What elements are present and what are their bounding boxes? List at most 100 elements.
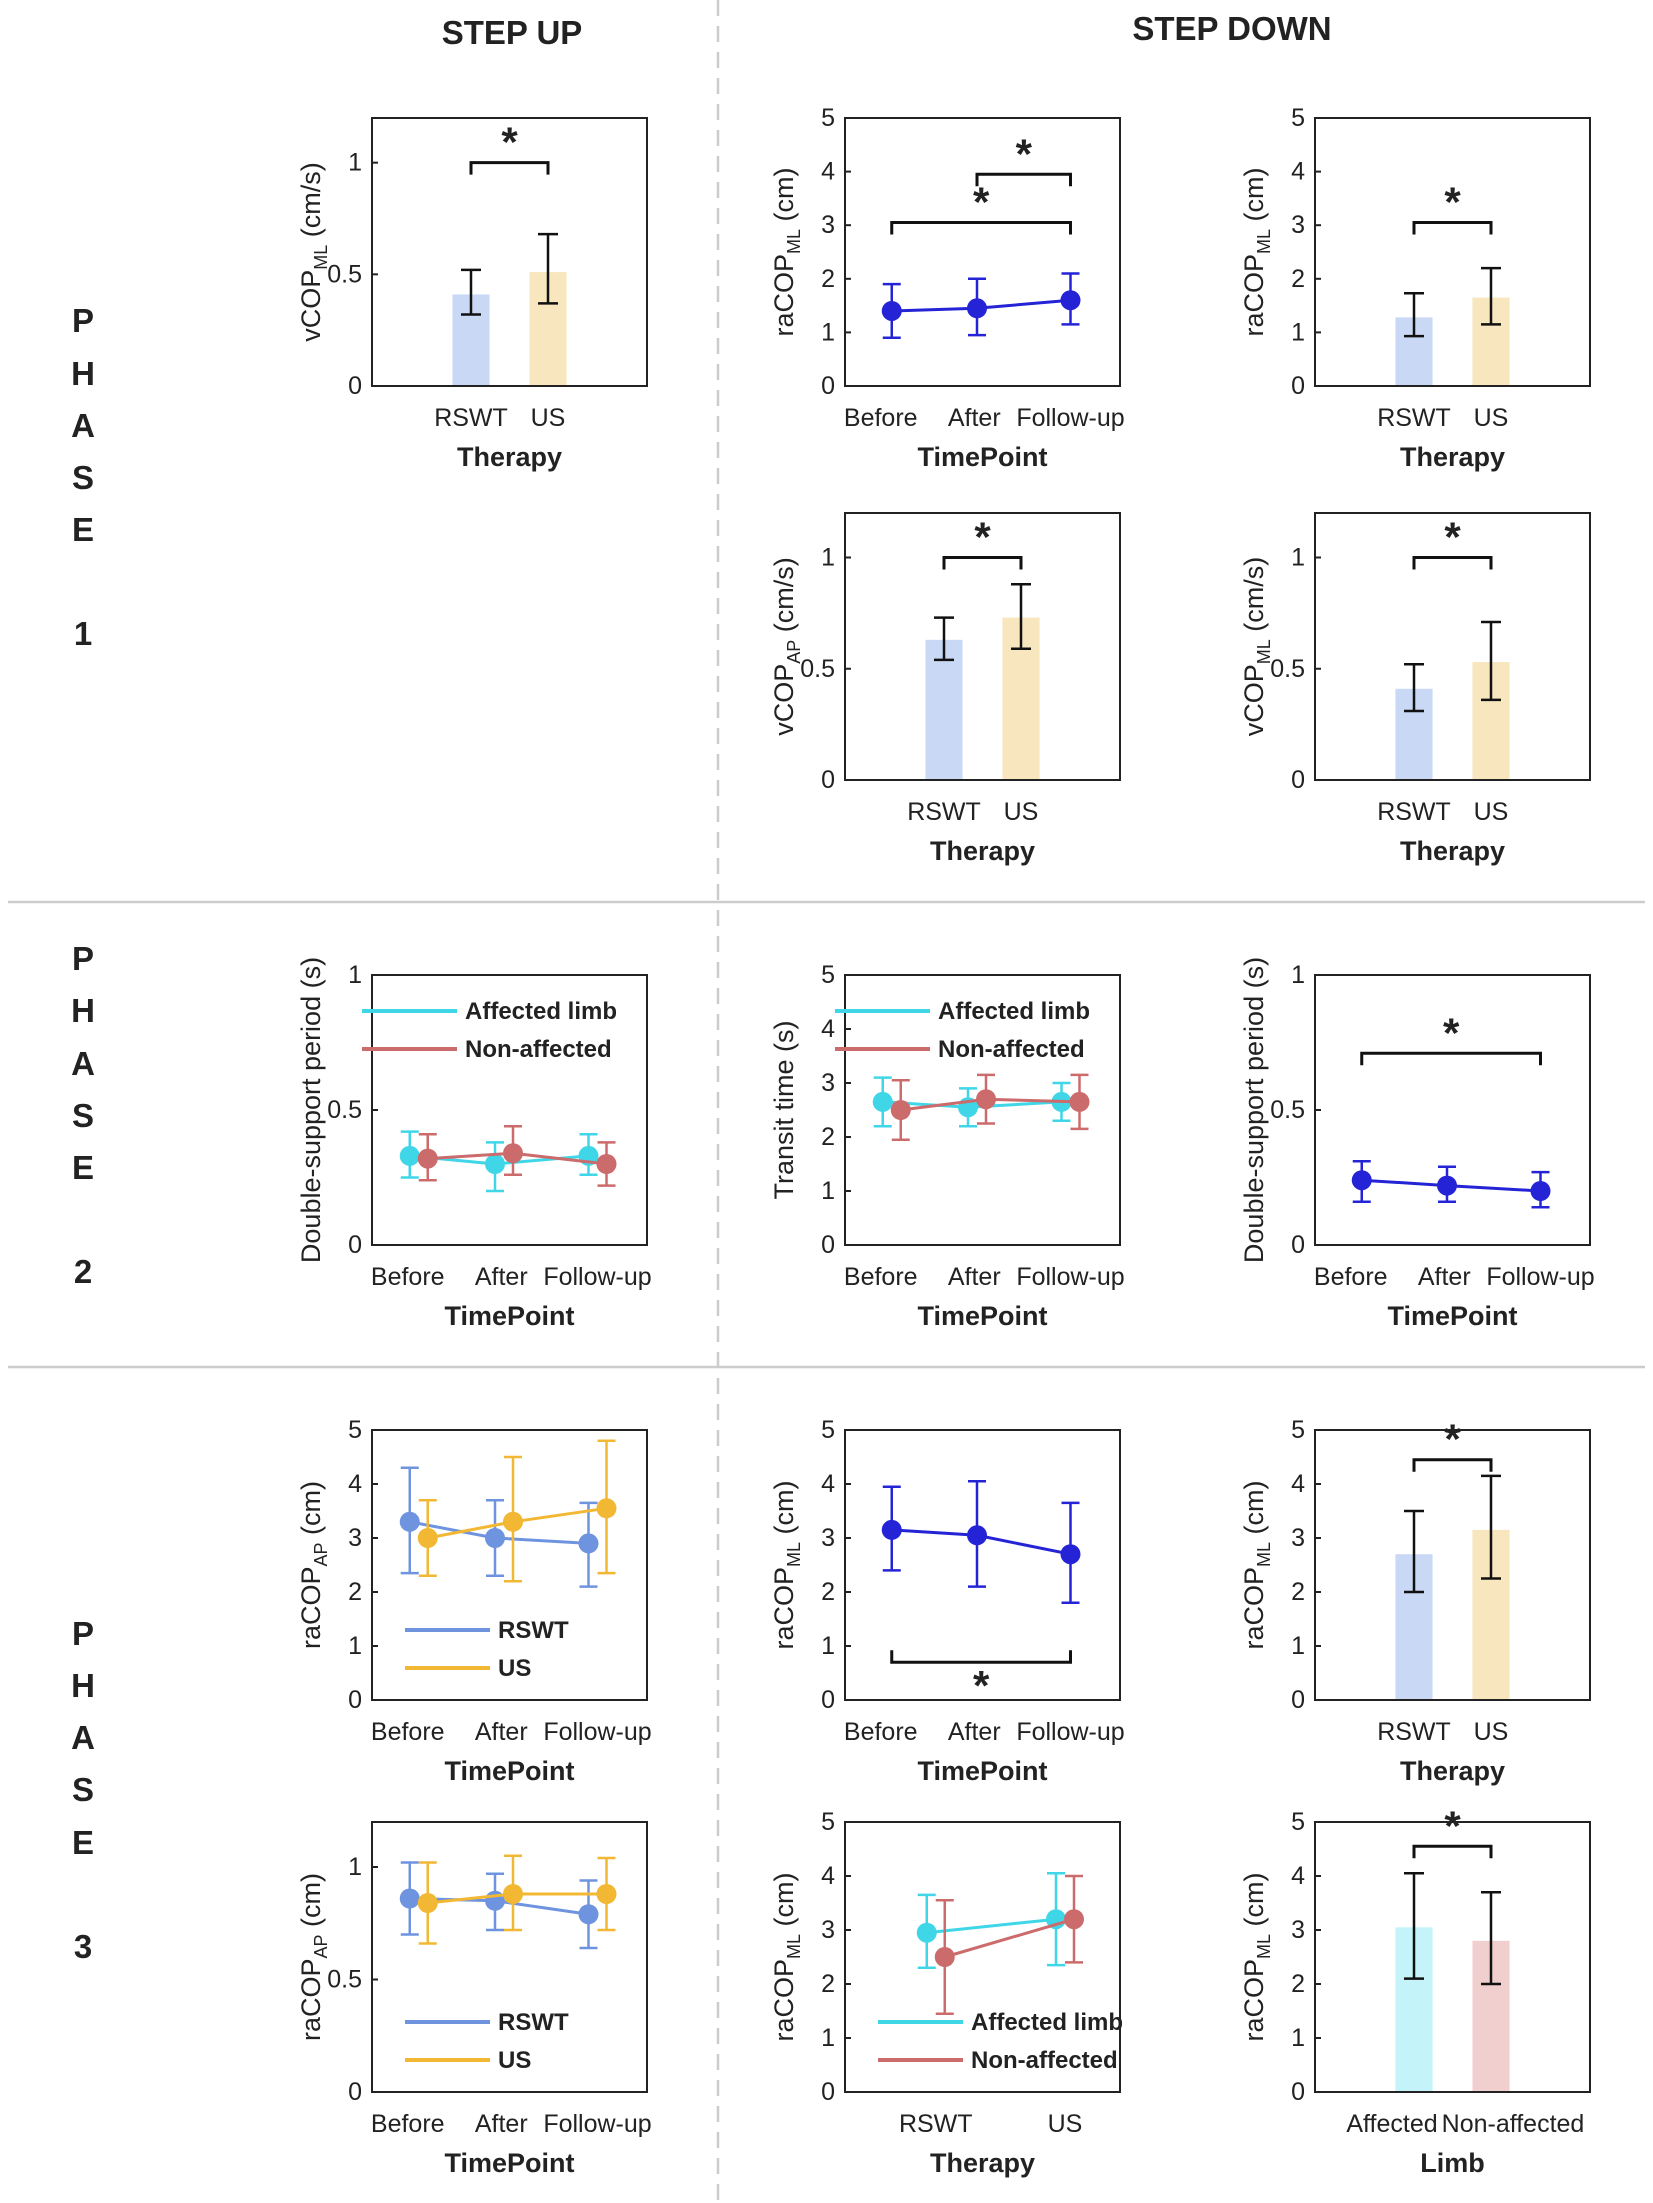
x-tick-label: Follow-up — [1486, 1263, 1594, 1291]
x-tick-label: After — [948, 404, 1001, 432]
x-tick-label: Before — [371, 1263, 445, 1291]
phase-letter: S — [72, 1771, 94, 1808]
x-tick-label: After — [475, 1263, 528, 1291]
y-tick-label: 2 — [821, 1578, 835, 1606]
y-axis-label-unit: (cm) — [1239, 1480, 1269, 1541]
y-tick-label: 0 — [821, 766, 835, 794]
y-axis-label-main: raCOP — [1239, 254, 1269, 337]
y-tick-label: 3 — [1291, 1916, 1305, 1944]
y-axis-label: Double-support period (s) — [296, 957, 326, 1263]
y-axis-label: raCOPAP (cm) — [296, 1873, 331, 2041]
significance-star: * — [1444, 1416, 1461, 1463]
x-tick-label: After — [475, 1718, 528, 1746]
x-axis-label: Therapy — [457, 442, 562, 472]
y-axis-label: vCOPAP (cm/s) — [769, 557, 804, 736]
layout-lines — [8, 0, 1645, 2203]
axis-box — [1314, 117, 1591, 387]
data-point — [1351, 1170, 1372, 1191]
legend: RSWT US — [405, 2009, 569, 2074]
axis-box — [844, 1429, 1121, 1701]
significance-bracket — [890, 221, 1072, 235]
y-tick-label: 0 — [1291, 372, 1305, 400]
chart-panel: 0 0.5 1 RSWT US Therapy vCOPML (cm/s) * — [296, 117, 648, 472]
y-tick-label: 2 — [1291, 265, 1305, 293]
significance-star: * — [501, 119, 518, 166]
series-line — [926, 1917, 1057, 1935]
y-axis-label-unit: (cm/s) — [1239, 557, 1269, 639]
header-step-up: STEP UP — [442, 14, 583, 51]
x-tick-label: RSWT — [1377, 1718, 1451, 1746]
y-tick-label: 1 — [348, 1632, 362, 1660]
x-tick-label: Affected — [1346, 2110, 1437, 2138]
x-tick-label: US — [531, 404, 566, 432]
phase-letter: A — [71, 407, 95, 444]
y-tick-label: 3 — [1291, 1524, 1305, 1552]
y-axis-label: raCOPML (cm) — [1239, 1480, 1274, 1649]
x-tick-label: Follow-up — [543, 1718, 651, 1746]
data-point — [890, 1100, 911, 1120]
phase-letter: A — [71, 1045, 95, 1082]
y-tick-label: 3 — [821, 1069, 835, 1097]
x-tick-label: Follow-up — [543, 1263, 651, 1291]
y-axis-label-unit: (cm) — [1239, 167, 1269, 228]
phase-number: 3 — [74, 1928, 92, 1965]
y-tick-label: 1 — [1291, 544, 1305, 572]
significance-bracket — [1412, 1844, 1493, 1859]
significance-star: * — [1444, 514, 1461, 561]
y-axis-label: vCOPML (cm/s) — [296, 162, 331, 342]
y-tick-label: 2 — [1291, 1578, 1305, 1606]
significance-star: * — [973, 179, 990, 226]
chart-panel: 0 0.5 1 Before After Follow-up TimePoint Double… — [296, 957, 652, 1331]
x-tick-label: RSWT — [907, 798, 981, 826]
phase-letter: P — [72, 1615, 94, 1652]
significance-bracket — [1412, 556, 1493, 570]
y-tick-label: 5 — [1291, 1808, 1305, 1836]
y-axis-label-main: vCOP — [769, 664, 799, 736]
data-point — [916, 1922, 937, 1943]
legend-label: Non-affected — [938, 1036, 1085, 1063]
chart-panel: 0 1 2 3 4 5 Before After Follow-up TimePoint raCOP… — [769, 104, 1125, 472]
y-tick-label: 1 — [1291, 961, 1305, 989]
y-axis-label-unit: (cm) — [1239, 1872, 1269, 1933]
y-tick-label: 4 — [821, 1470, 835, 1498]
data-point — [881, 1519, 902, 1540]
x-tick-label: RSWT — [899, 2110, 973, 2138]
phase-letter: E — [72, 1824, 94, 1861]
x-axis-label: TimePoint — [917, 1756, 1047, 1786]
chart-panel: 0 1 2 3 4 5 RSWT US Therapy raCOPML (cm) * — [1239, 1416, 1591, 1786]
chart-panel: 0 1 2 3 4 5 Before After Follow-up TimePoint raCOP… — [296, 1416, 652, 1786]
x-tick-label: After — [475, 2110, 528, 2138]
data-point — [934, 1947, 955, 1967]
y-axis-label: raCOPML (cm) — [1239, 1872, 1274, 2041]
x-tick-label: Before — [1314, 1263, 1388, 1291]
y-axis-label-sub: AP — [311, 1542, 331, 1566]
x-tick-label: US — [1048, 2110, 1083, 2138]
data-point — [596, 1498, 617, 1519]
y-tick-label: 0 — [1291, 1231, 1305, 1259]
x-tick-label: Follow-up — [1016, 1718, 1124, 1746]
significance-bracket — [890, 1650, 1072, 1664]
y-tick-label: 5 — [821, 104, 835, 132]
legend-label: Non-affected — [465, 1036, 612, 1063]
x-tick-label: Follow-up — [1016, 404, 1124, 432]
phase-letter: H — [71, 1667, 95, 1704]
y-tick-label: 5 — [1291, 1416, 1305, 1444]
y-tick-label: 1 — [1291, 2024, 1305, 2052]
y-axis-label: vCOPML (cm/s) — [1239, 557, 1274, 737]
x-tick-label: After — [948, 1718, 1001, 1746]
x-tick-label: Non-affected — [1442, 2110, 1585, 2138]
y-axis-label-main: Double-support period (s) — [296, 957, 326, 1263]
significance-bracket — [1360, 1051, 1542, 1066]
y-tick-label: 4 — [348, 1470, 362, 1498]
y-axis-label: raCOPML (cm) — [769, 1872, 804, 2041]
y-tick-label: 0.5 — [327, 1096, 362, 1124]
y-axis-label-sub: ML — [1254, 1542, 1274, 1567]
y-tick-label: 4 — [821, 1862, 835, 1890]
x-tick-label: US — [1474, 1718, 1509, 1746]
y-axis-label-main: raCOP — [296, 1958, 326, 2041]
y-tick-label: 4 — [821, 158, 835, 186]
significance-star: * — [1016, 130, 1033, 177]
data-point — [417, 1528, 438, 1548]
data-point — [399, 1511, 420, 1532]
